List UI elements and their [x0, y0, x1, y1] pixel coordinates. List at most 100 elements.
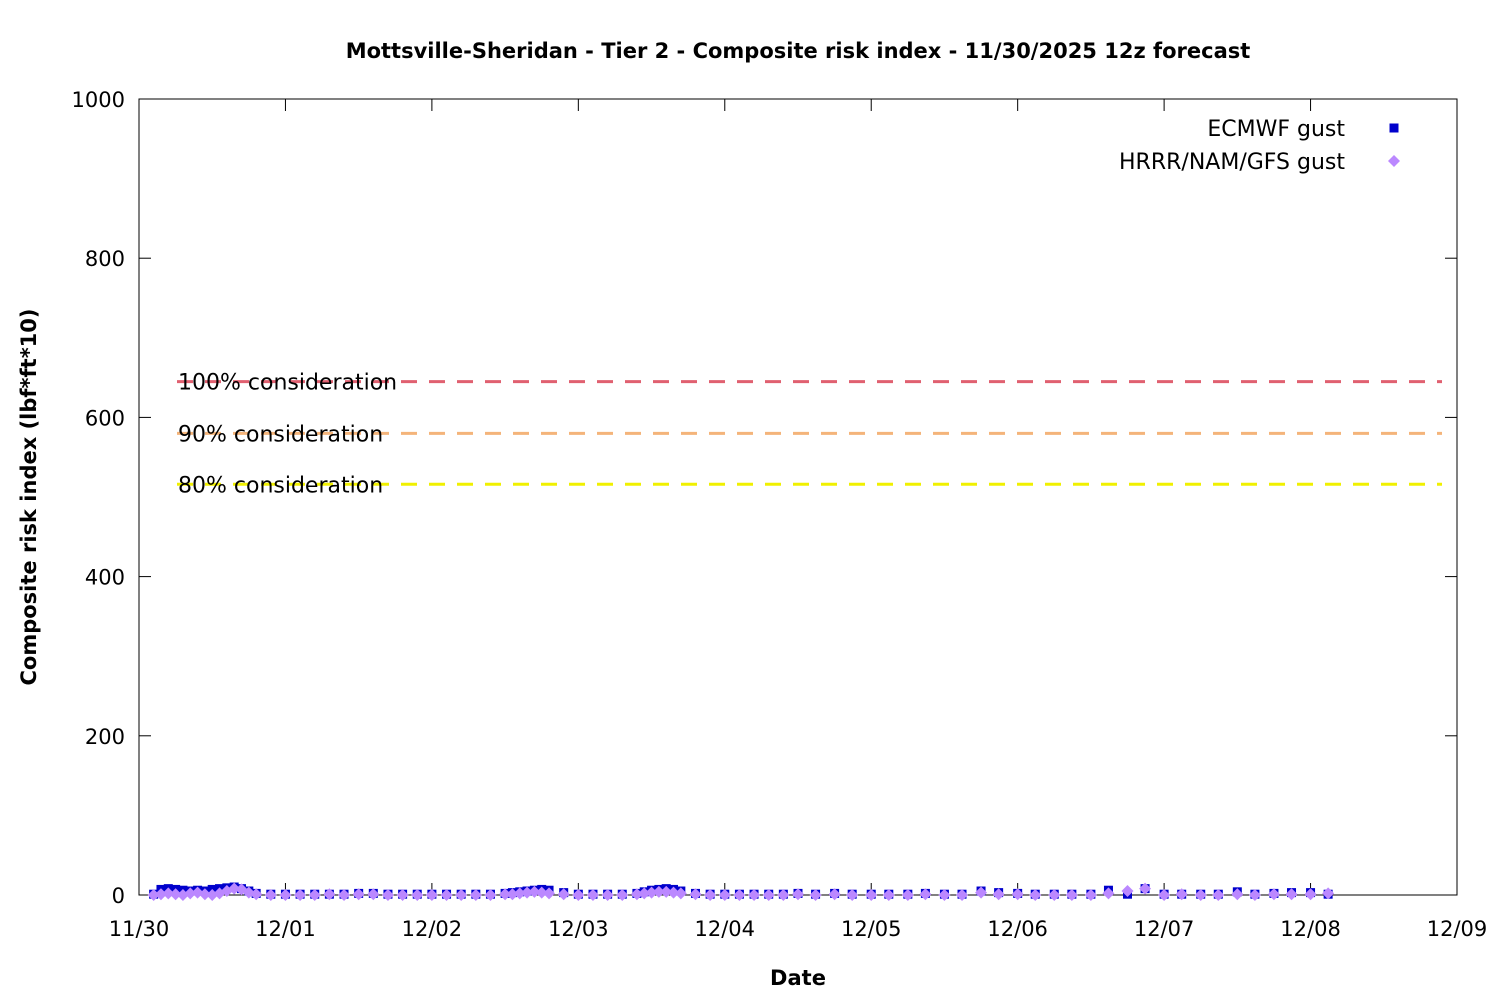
y-tick-label: 200 [85, 725, 125, 749]
threshold-label: 80% consideration [178, 473, 383, 498]
data-point [1322, 887, 1335, 900]
data-point [1139, 882, 1152, 895]
data-point [630, 888, 643, 901]
data-point [652, 885, 665, 898]
data-point [901, 889, 914, 901]
axis-ticks: 11/30 12/01 12/02 12/03 12/04 12/05 12/06 12/07… [72, 88, 1488, 941]
y-tick-label: 600 [85, 406, 125, 430]
data-point [396, 889, 409, 901]
data-point [777, 889, 790, 901]
data-point [198, 888, 211, 901]
data-point [882, 889, 895, 901]
x-tick-label: 12/06 [987, 917, 1048, 941]
data-point [572, 889, 585, 901]
x-tick-label: 12/09 [1427, 917, 1488, 941]
data-point [1102, 887, 1115, 900]
data-point [455, 889, 468, 901]
data-point [809, 889, 822, 901]
data-point [184, 887, 197, 900]
threshold-label: 90% consideration [178, 422, 383, 447]
data-point [162, 887, 175, 900]
data-point [674, 887, 687, 900]
data-point [1011, 888, 1024, 901]
x-tick-label: 12/07 [1134, 917, 1195, 941]
data-point [264, 889, 277, 901]
data-point [147, 889, 160, 901]
series-1 [147, 882, 1335, 901]
y-tick-label: 400 [85, 566, 125, 590]
data-point [975, 886, 988, 899]
data-point [1285, 888, 1298, 901]
legend: ECMWF gust HRRR/NAM/GFS gust [1119, 117, 1400, 175]
data-point [425, 889, 438, 901]
data-point [367, 888, 380, 901]
legend-label: HRRR/NAM/GFS gust [1119, 150, 1345, 175]
data-point [645, 886, 658, 899]
data-point [506, 888, 519, 901]
legend-marker [1388, 155, 1400, 167]
data-point [792, 888, 804, 901]
data-point [718, 889, 731, 901]
data-point [1304, 888, 1317, 901]
threshold-lines: 100% consideration 90% consideration 80% c… [177, 371, 1442, 498]
x-tick-label: 12/03 [548, 917, 609, 941]
data-point [535, 886, 548, 899]
data-point [228, 882, 241, 895]
data-point [250, 888, 263, 901]
data-point [154, 888, 167, 901]
data-point [748, 889, 761, 901]
data-point [956, 889, 969, 901]
series-layer [147, 882, 1335, 901]
legend-marker [1389, 123, 1399, 133]
data-point [352, 888, 365, 901]
data-point [689, 888, 702, 901]
data-point [704, 889, 717, 901]
x-tick-label: 12/04 [695, 917, 756, 941]
data-point [469, 889, 482, 901]
data-point [660, 885, 673, 898]
data-point [1231, 888, 1244, 901]
x-tick-label: 12/08 [1280, 917, 1341, 941]
data-point [1048, 889, 1061, 901]
data-point [323, 888, 336, 901]
data-point [543, 887, 556, 900]
data-point [1084, 889, 1097, 901]
x-tick-label: 12/02 [402, 917, 463, 941]
data-point [865, 889, 878, 901]
data-point [169, 888, 182, 901]
legend-label: ECMWF gust [1207, 117, 1345, 142]
data-point [1158, 889, 1171, 901]
data-point [762, 889, 775, 901]
data-point [638, 887, 651, 900]
data-point [1194, 889, 1207, 901]
data-point [1029, 889, 1042, 901]
chart-title: Mottsville-Sheridan - Tier 2 - Composite… [346, 39, 1251, 63]
data-point [733, 889, 746, 901]
data-point [557, 888, 570, 901]
data-point [308, 889, 321, 901]
data-point [499, 888, 512, 901]
data-point [1121, 885, 1134, 898]
data-point [938, 889, 951, 901]
data-point [601, 889, 614, 901]
data-point [294, 889, 307, 901]
data-point [440, 889, 453, 901]
data-point [1212, 889, 1225, 901]
data-point [919, 888, 932, 901]
data-point [828, 888, 841, 901]
data-point [381, 889, 394, 901]
y-axis-label: Composite risk index (lbf*ft*10) [17, 308, 41, 685]
data-point [521, 886, 534, 899]
data-point [616, 889, 629, 901]
x-tick-label: 11/30 [109, 917, 170, 941]
y-tick-label: 1000 [72, 88, 125, 112]
data-point [1065, 889, 1078, 901]
data-point [586, 889, 599, 901]
data-point [279, 889, 292, 901]
data-point [1248, 889, 1261, 901]
data-point [1267, 888, 1280, 901]
data-point [667, 886, 680, 899]
x-tick-label: 12/01 [255, 917, 316, 941]
data-point [528, 885, 541, 898]
